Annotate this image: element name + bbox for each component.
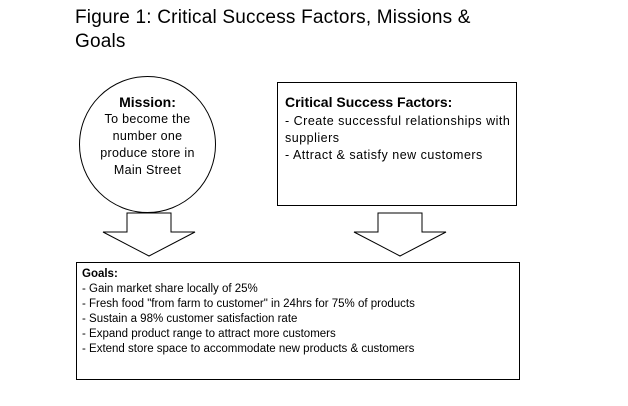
goal-item: - Sustain a 98% customer satisfaction ra… bbox=[82, 313, 298, 325]
mission-heading: Mission: bbox=[119, 94, 176, 110]
goal-item: - Expand product range to attract more c… bbox=[82, 328, 336, 340]
mission-circle: Mission: To become the number one produc… bbox=[79, 76, 216, 213]
goal-item: - Extend store space to accommodate new … bbox=[82, 343, 415, 355]
figure-title: Figure 1: Critical Success Factors, Miss… bbox=[75, 7, 471, 52]
critical-success-factor-item: - Create successful relationships with s… bbox=[285, 114, 511, 145]
critical-success-factors-heading: Critical Success Factors: bbox=[285, 94, 453, 110]
critical-success-factor-item: - Attract & satisfy new customers bbox=[285, 148, 483, 162]
mission-text: To become the number one produce store i… bbox=[100, 112, 195, 177]
goals-heading: Goals: bbox=[82, 268, 118, 280]
goal-item: - Gain market share locally of 25% bbox=[82, 283, 258, 295]
goals-list: - Gain market share locally of 25% - Fre… bbox=[82, 282, 514, 357]
down-arrow-icon bbox=[353, 212, 447, 257]
critical-success-factors-box: Critical Success Factors: - Create succe… bbox=[277, 82, 517, 206]
goals-box: Goals: - Gain market share locally of 25… bbox=[76, 262, 520, 380]
down-arrow-icon bbox=[102, 212, 196, 257]
goal-item: - Fresh food "from farm to customer" in … bbox=[82, 298, 415, 310]
critical-success-factors-list: - Create successful relationships with s… bbox=[285, 113, 511, 164]
